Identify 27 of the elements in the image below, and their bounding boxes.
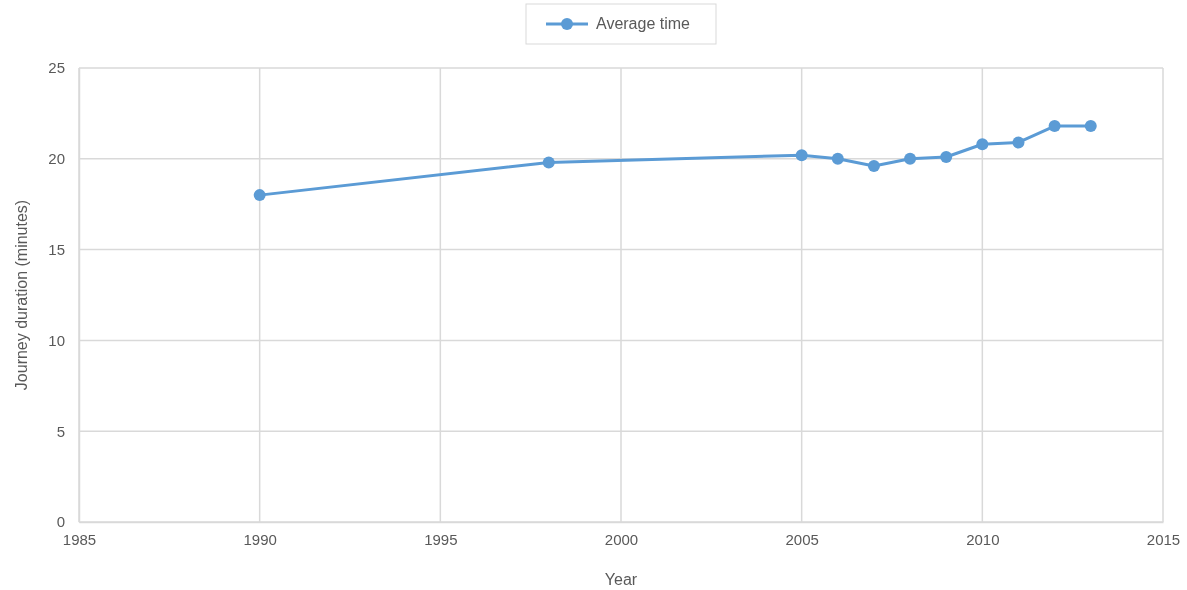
y-axis-title: Journey duration (minutes) xyxy=(13,199,30,391)
point xyxy=(904,152,917,165)
y-tick-label: 0 xyxy=(56,513,65,531)
x-tick-label: 2015 xyxy=(1146,530,1181,548)
y-tick-label: 10 xyxy=(48,331,65,349)
point xyxy=(976,138,989,151)
x-tick-label: 2010 xyxy=(966,530,1000,548)
y-tick-label: 20 xyxy=(48,150,65,168)
x-tick-label: 1990 xyxy=(243,530,277,548)
x-axis-title: Year xyxy=(604,571,638,588)
point xyxy=(253,189,266,202)
y-tick-label: 25 xyxy=(48,59,65,77)
point xyxy=(1084,120,1097,133)
point xyxy=(1012,136,1025,149)
x-tick-label: 1995 xyxy=(424,530,458,548)
x-tick-label: 2005 xyxy=(785,530,819,548)
point xyxy=(1048,120,1061,133)
point xyxy=(542,156,555,169)
x-tick-label: 1985 xyxy=(62,530,97,548)
point xyxy=(795,149,808,162)
y-tick-label: 5 xyxy=(56,422,65,440)
x-tick-label: 2000 xyxy=(604,530,639,548)
point xyxy=(831,152,844,165)
point xyxy=(940,150,953,163)
point xyxy=(867,160,880,173)
y-tick-label: 15 xyxy=(48,240,65,258)
legend-label: Average time xyxy=(596,15,691,32)
